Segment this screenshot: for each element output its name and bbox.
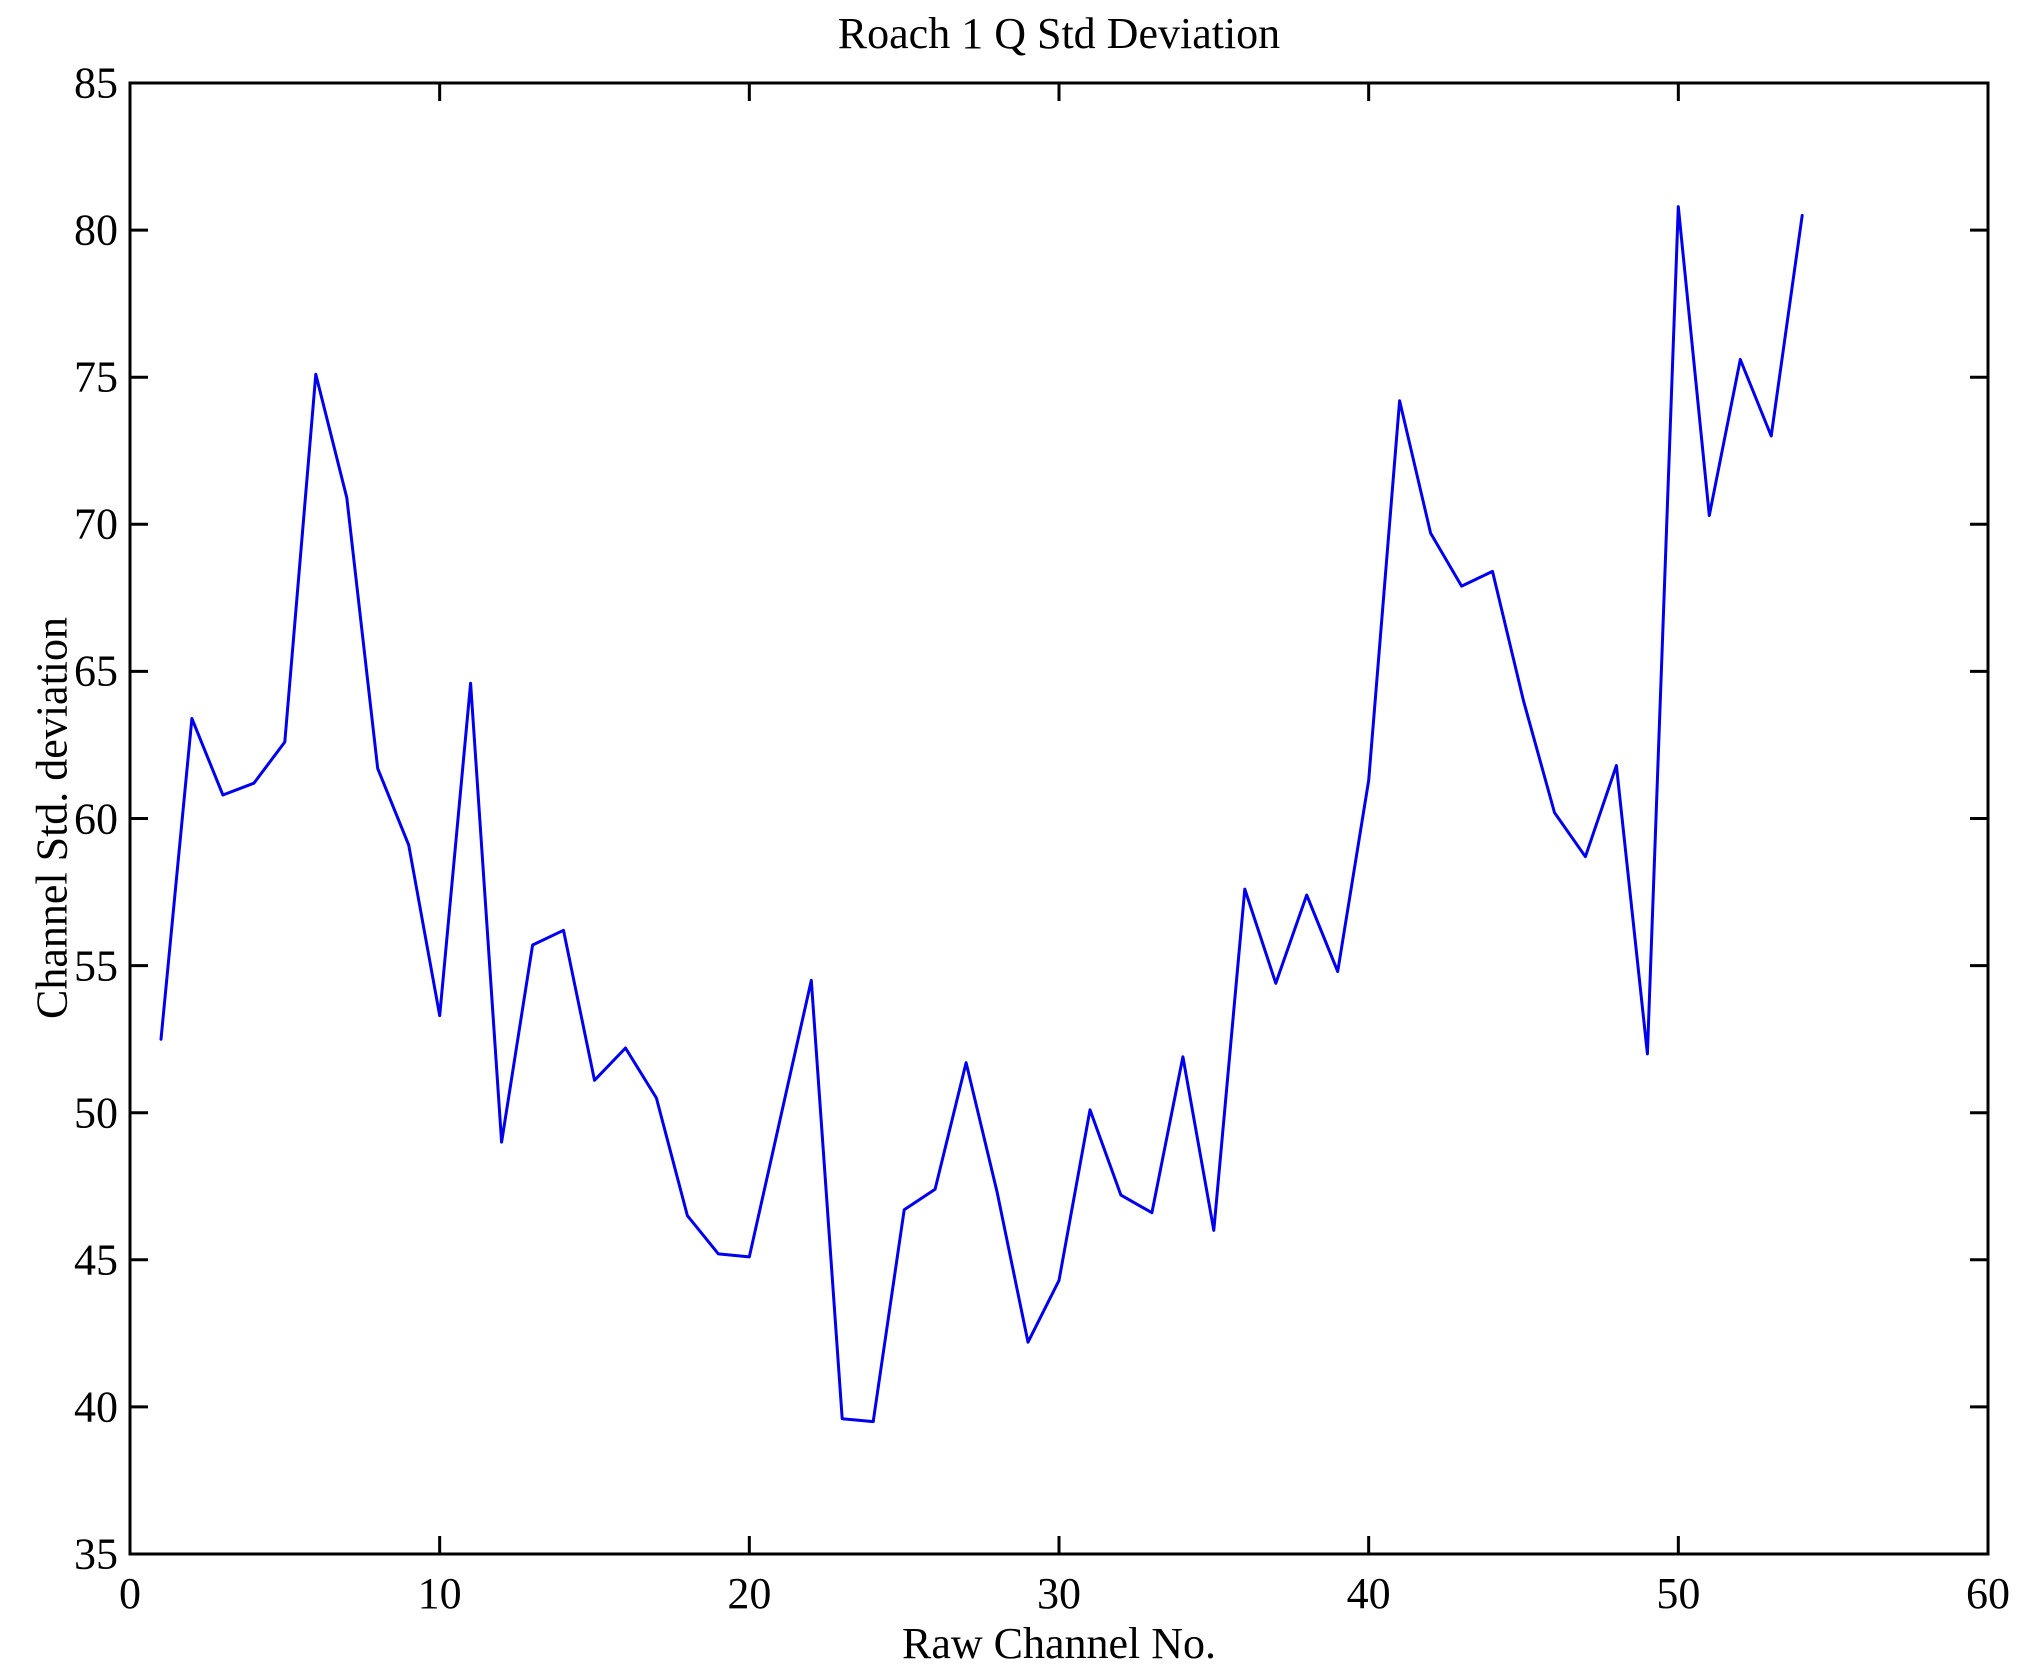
- plot-line: [159, 205, 1804, 1424]
- y-tick-label: 80: [74, 205, 118, 255]
- y-tick-label: 35: [74, 1529, 118, 1579]
- x-axis-label: Raw Channel No.: [901, 1619, 1217, 1668]
- y-tick-label: 85: [74, 58, 118, 108]
- x-tick-label: 40: [1346, 1569, 1391, 1618]
- x-tick-label: 30: [1037, 1569, 1081, 1618]
- y-tick-label: 75: [74, 352, 118, 402]
- y-tick-label: 65: [74, 646, 118, 696]
- x-tick-label: 20: [727, 1569, 772, 1618]
- y-tick-label: 40: [74, 1382, 118, 1432]
- y-tick-label: 50: [74, 1088, 118, 1138]
- y-tick-label: 45: [74, 1235, 118, 1285]
- x-tick-label: 10: [417, 1569, 462, 1618]
- y-tick-label: 55: [74, 941, 118, 991]
- x-tick-label: 0: [119, 1569, 141, 1618]
- axes-box: [128, 81, 1990, 1556]
- x-tick-label: 60: [1966, 1569, 2010, 1618]
- chart-title: Roach 1 Q Std Deviation: [837, 9, 1281, 58]
- x-tick-label: 50: [1656, 1569, 1701, 1618]
- y-tick-label: 70: [74, 499, 118, 549]
- y-tick-label: 60: [74, 794, 118, 843]
